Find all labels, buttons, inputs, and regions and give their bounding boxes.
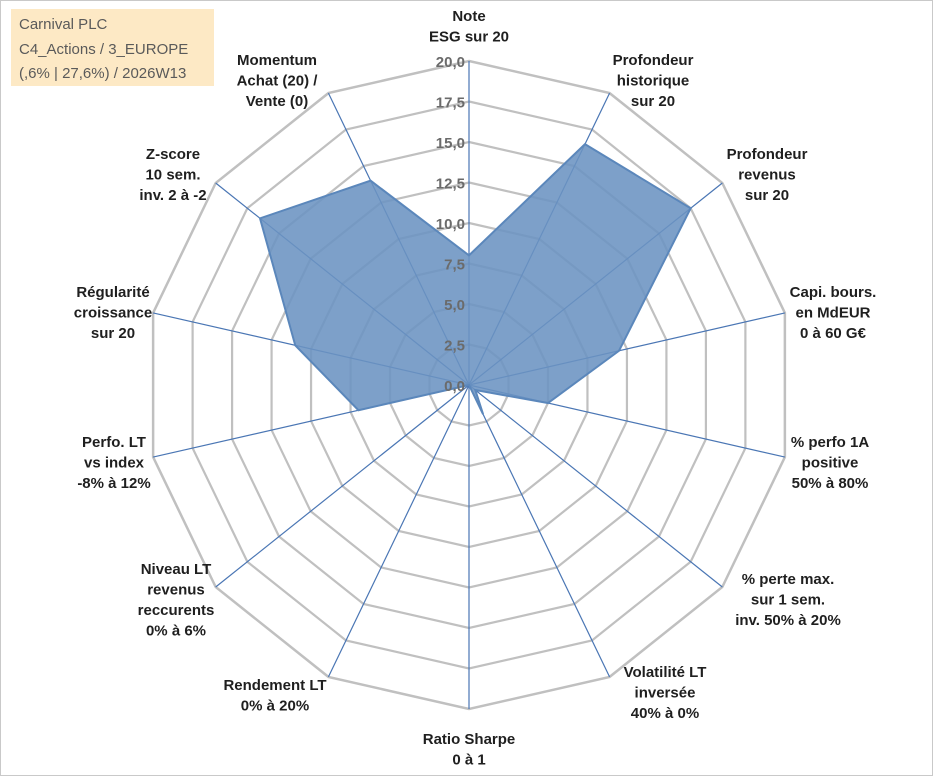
axis-spoke xyxy=(215,384,470,588)
axis-label: sur 1 sem. xyxy=(751,592,825,609)
axis-label: Ratio Sharpe xyxy=(423,731,516,748)
tick-label: 7,5 xyxy=(444,257,465,274)
axis-label: Achat (20) / xyxy=(237,73,319,90)
axis-label: Régularité xyxy=(76,284,149,301)
axis-label: 0% à 6% xyxy=(146,623,206,640)
tick-label: 12,5 xyxy=(436,176,465,193)
axis-label: 0 à 60 G€ xyxy=(800,325,867,342)
axis-label: sur 20 xyxy=(631,93,675,110)
axis-label: ESG sur 20 xyxy=(429,29,509,46)
tick-label: 2,5 xyxy=(444,338,465,355)
tick-label: 0,0 xyxy=(444,378,465,395)
axis-spoke xyxy=(468,384,723,588)
axis-label: croissance xyxy=(74,305,152,322)
axis-label: -8% à 12% xyxy=(77,475,150,492)
axis-label: inversée xyxy=(635,685,696,702)
tick-label: 15,0 xyxy=(436,135,465,152)
tick-label: 10,0 xyxy=(436,216,465,233)
axis-label: Rendement LT xyxy=(223,677,326,694)
axis-label: vs index xyxy=(84,455,145,472)
axis-label: 40% à 0% xyxy=(631,705,699,722)
axis-label: en MdEUR xyxy=(796,305,871,322)
info-box: Carnival PLC C4_Actions / 3_EUROPE (,6% … xyxy=(11,9,214,86)
axis-label: Vente (0) xyxy=(246,93,309,110)
tick-label: 20,0 xyxy=(436,54,465,71)
company-name: Carnival PLC xyxy=(19,16,108,33)
axis-label: sur 20 xyxy=(745,187,789,204)
axis-label: Momentum xyxy=(237,52,317,69)
axis-label: 50% à 80% xyxy=(792,475,869,492)
axis-label: % perfo 1A xyxy=(791,434,870,451)
axis-label: revenus xyxy=(147,582,205,599)
period-label: (,6% | 27,6%) / 2026W13 xyxy=(19,65,187,82)
axis-label: reccurents xyxy=(138,602,215,619)
axis-label: inv. 50% à 20% xyxy=(735,612,841,629)
axis-label: Volatilité LT xyxy=(624,664,707,681)
axis-label: historique xyxy=(617,73,690,90)
category-label: C4_Actions / 3_EUROPE xyxy=(19,41,189,58)
axis-label: 0% à 20% xyxy=(241,698,309,715)
axis-label: 0 à 1 xyxy=(452,752,485,769)
axis-label: % perte max. xyxy=(742,571,835,588)
axis-label: Profondeur xyxy=(613,52,694,69)
axis-label: sur 20 xyxy=(91,325,135,342)
tick-label: 5,0 xyxy=(444,297,465,314)
axis-spoke xyxy=(468,384,611,678)
tick-label: 17,5 xyxy=(436,95,465,112)
axis-label: Z-score xyxy=(146,146,200,163)
axis-spoke xyxy=(327,384,470,678)
axis-label: Note xyxy=(452,8,485,25)
axis-label: Perfo. LT xyxy=(82,434,146,451)
axis-label: Profondeur xyxy=(727,146,808,163)
axis-label: positive xyxy=(802,455,859,472)
axis-label: inv. 2 à -2 xyxy=(139,187,206,204)
axis-label: Niveau LT xyxy=(141,561,212,578)
axis-label: Capi. bours. xyxy=(790,284,877,301)
axis-label: 10 sem. xyxy=(145,167,200,184)
axis-label: revenus xyxy=(738,167,796,184)
